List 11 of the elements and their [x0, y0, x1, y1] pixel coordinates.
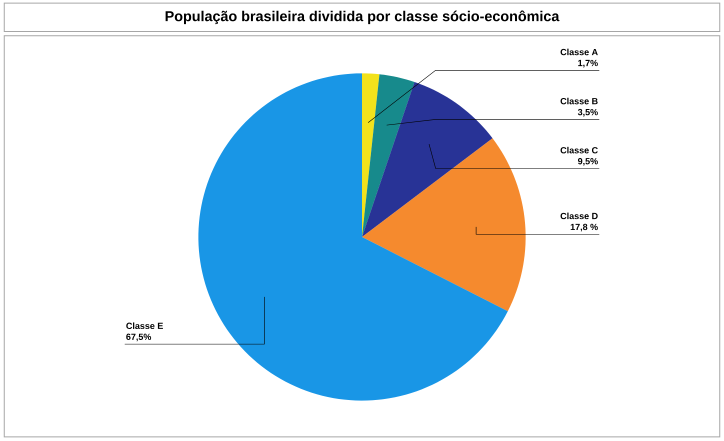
slice-label: Classe A: [560, 48, 598, 56]
data-label: 1,7%: [578, 60, 598, 68]
data-label: 9,5%: [578, 158, 598, 166]
chart-title: População brasileira dividida por classe sócio-econômica: [166, 10, 560, 24]
data-label: 17,8 %: [570, 224, 598, 232]
slice-label: Classe B: [560, 98, 598, 104]
data-label: 67,5%: [126, 334, 152, 342]
data-label: 3,5%: [578, 108, 598, 117]
slice-label: Classe C: [560, 146, 598, 154]
slice-label: Classe E: [126, 322, 163, 329]
slice-label: Classe D: [560, 212, 598, 220]
